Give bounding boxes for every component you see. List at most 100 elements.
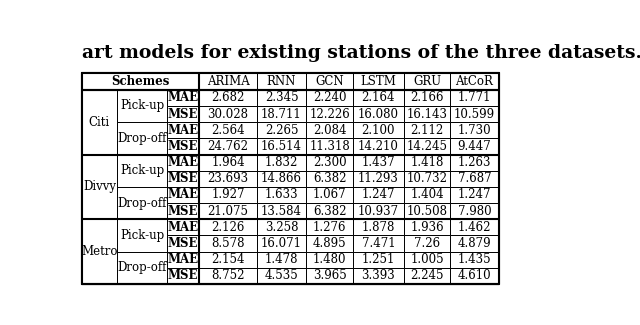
Bar	[451, 203, 499, 219]
Bar	[307, 187, 353, 203]
Text: 4.879: 4.879	[458, 237, 492, 250]
Text: 2.240: 2.240	[313, 91, 346, 104]
Text: 2.164: 2.164	[362, 91, 395, 104]
Text: Pick-up: Pick-up	[120, 164, 164, 177]
Bar	[451, 235, 499, 252]
Text: ARIMA: ARIMA	[207, 75, 250, 88]
Bar	[404, 122, 451, 138]
Bar	[404, 219, 451, 235]
Text: MAE: MAE	[168, 156, 198, 169]
Bar	[404, 187, 451, 203]
Text: LSTM: LSTM	[360, 75, 396, 88]
Bar	[451, 138, 499, 154]
Bar	[167, 252, 199, 268]
Bar	[257, 106, 307, 122]
Bar	[257, 219, 307, 235]
Text: 2.564: 2.564	[211, 124, 245, 137]
Bar	[307, 171, 353, 187]
Bar	[81, 154, 117, 219]
Text: 2.100: 2.100	[362, 124, 395, 137]
Text: 1.276: 1.276	[313, 221, 346, 234]
Text: 1.263: 1.263	[458, 156, 492, 169]
Text: Citi: Citi	[89, 116, 110, 129]
Text: Metro: Metro	[81, 245, 118, 258]
Bar	[117, 187, 167, 219]
Text: RNN: RNN	[267, 75, 296, 88]
Bar	[199, 219, 257, 235]
Bar	[117, 154, 167, 187]
Bar	[199, 90, 257, 106]
Text: MSE: MSE	[168, 269, 198, 282]
Bar	[167, 154, 199, 171]
Text: 2.112: 2.112	[411, 124, 444, 137]
Text: MAE: MAE	[168, 91, 198, 104]
Bar	[404, 138, 451, 154]
Bar	[167, 90, 199, 106]
Text: 16.071: 16.071	[261, 237, 302, 250]
Bar	[117, 122, 167, 154]
Text: Schemes: Schemes	[111, 75, 170, 88]
Bar	[199, 154, 257, 171]
Bar	[307, 252, 353, 268]
Text: 1.878: 1.878	[362, 221, 395, 234]
Bar	[451, 187, 499, 203]
Bar	[117, 90, 167, 122]
Bar	[199, 106, 257, 122]
Bar	[404, 90, 451, 106]
Text: 10.508: 10.508	[406, 205, 448, 218]
Bar	[353, 235, 404, 252]
Text: 1.437: 1.437	[362, 156, 395, 169]
Bar	[257, 138, 307, 154]
Text: 1.480: 1.480	[313, 253, 346, 266]
Bar	[199, 187, 257, 203]
Text: 1.418: 1.418	[410, 156, 444, 169]
Text: 1.251: 1.251	[362, 253, 395, 266]
Text: 1.771: 1.771	[458, 91, 492, 104]
Text: 1.927: 1.927	[211, 188, 244, 202]
Text: 7.26: 7.26	[414, 237, 440, 250]
Text: Divvy: Divvy	[83, 180, 116, 193]
Text: Drop-off: Drop-off	[117, 132, 166, 145]
Bar	[307, 203, 353, 219]
Text: Pick-up: Pick-up	[120, 229, 164, 242]
Bar	[257, 73, 307, 90]
Bar	[353, 90, 404, 106]
Bar	[199, 122, 257, 138]
Text: 11.293: 11.293	[358, 172, 399, 185]
Text: 1.404: 1.404	[410, 188, 444, 202]
Text: 8.578: 8.578	[211, 237, 244, 250]
Text: Drop-off: Drop-off	[117, 197, 166, 210]
Bar	[307, 154, 353, 171]
Bar	[307, 235, 353, 252]
Bar	[353, 138, 404, 154]
Bar	[167, 138, 199, 154]
Text: 11.318: 11.318	[309, 140, 350, 153]
Bar	[353, 219, 404, 235]
Text: 12.226: 12.226	[309, 108, 350, 121]
Text: 7.471: 7.471	[362, 237, 395, 250]
Text: 7.687: 7.687	[458, 172, 492, 185]
Text: 2.300: 2.300	[313, 156, 346, 169]
Bar	[353, 106, 404, 122]
Bar	[404, 203, 451, 219]
Text: 24.762: 24.762	[207, 140, 248, 153]
Bar	[307, 268, 353, 284]
Bar	[257, 90, 307, 106]
Text: 2.245: 2.245	[410, 269, 444, 282]
Bar	[451, 219, 499, 235]
Text: 2.084: 2.084	[313, 124, 346, 137]
Text: 21.075: 21.075	[207, 205, 248, 218]
Text: 1.478: 1.478	[265, 253, 298, 266]
Bar	[199, 203, 257, 219]
Bar	[257, 187, 307, 203]
Text: art models for existing stations of the three datasets.: art models for existing stations of the …	[83, 45, 640, 62]
Text: MSE: MSE	[168, 140, 198, 153]
Text: 1.730: 1.730	[458, 124, 492, 137]
Bar	[451, 106, 499, 122]
Bar	[353, 171, 404, 187]
Bar	[404, 73, 451, 90]
Text: 10.937: 10.937	[358, 205, 399, 218]
Bar	[81, 219, 117, 284]
Bar	[117, 252, 167, 284]
Bar	[307, 106, 353, 122]
